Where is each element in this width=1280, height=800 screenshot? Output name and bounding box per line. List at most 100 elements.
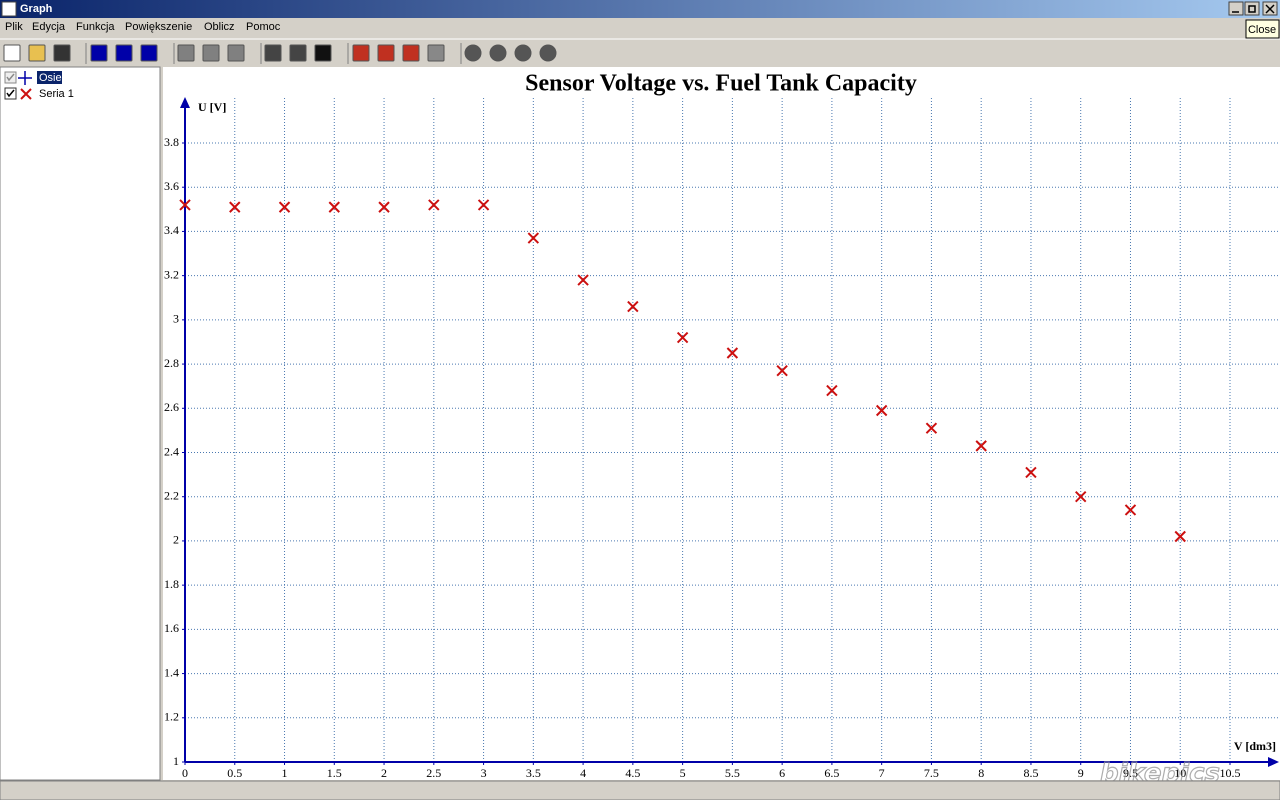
toolbar-button[interactable]	[177, 44, 195, 62]
y-tick-label: 1.8	[164, 577, 179, 591]
y-tick-label: 3	[173, 312, 179, 326]
data-point	[925, 422, 938, 434]
toolbar-button[interactable]	[464, 44, 482, 62]
tooltip	[1245, 19, 1280, 39]
toolbar-button[interactable]	[314, 44, 332, 62]
x-tick-label: 1	[282, 766, 288, 780]
chart-title: Sensor Voltage vs. Fuel Tank Capacity	[525, 71, 917, 97]
data-point	[975, 440, 987, 452]
toolbar-button[interactable]	[202, 44, 220, 62]
data-point	[378, 201, 390, 213]
toolbar-button[interactable]	[489, 44, 507, 62]
axes: 1 1.2 1.4 1.6 1.8 2 2.2 2.4 2.6 2.8 3 3.2 3.4 3.6 3.8 0…	[164, 97, 1279, 780]
menu-bar: Plik Edycja Funkcja Powiększenie Oblicz Pomoc	[5, 21, 281, 33]
toolbar-button[interactable]	[53, 44, 71, 62]
data-point	[428, 199, 440, 211]
data-point	[726, 347, 739, 359]
plot-background	[163, 67, 1280, 780]
toolbar-button[interactable]	[539, 44, 557, 62]
x-tick-label: 0	[182, 766, 188, 780]
status-bar	[0, 780, 1280, 800]
y-tick-label: 1	[173, 754, 179, 768]
x-tick-label: 6	[779, 766, 785, 780]
data-point	[776, 364, 788, 377]
y-tick-label: 1.6	[164, 621, 179, 635]
data-point	[278, 201, 291, 213]
x-tick-label: 0.5	[227, 766, 242, 780]
x-tick-label: 10.5	[1220, 766, 1241, 780]
data-point	[1124, 504, 1137, 516]
restore-button[interactable]	[1244, 1, 1260, 16]
x-tick-label: 7.5	[924, 766, 939, 780]
y-tick-label: 3.2	[164, 267, 179, 281]
y-tick-label: 2.4	[164, 444, 179, 458]
data-point	[577, 274, 589, 286]
toolbar-button[interactable]	[289, 44, 307, 62]
data-point	[676, 331, 689, 344]
data-point	[477, 199, 490, 211]
legend-marker	[20, 88, 32, 100]
toolbar-button[interactable]	[514, 44, 532, 62]
menu-item[interactable]: Oblicz	[204, 21, 235, 33]
data-point	[527, 232, 540, 244]
toolbar	[3, 43, 557, 64]
toolbar-button[interactable]	[227, 44, 245, 62]
toolbar-button[interactable]	[427, 44, 445, 62]
x-tick-label: 9	[1078, 766, 1084, 780]
data-point	[1174, 530, 1186, 543]
grid	[185, 98, 1280, 762]
x-tick-label: 5	[680, 766, 686, 780]
menu-item[interactable]: Funkcja	[76, 21, 115, 33]
window-buttons	[1228, 1, 1278, 16]
toolbar-button[interactable]	[352, 44, 370, 62]
data-point	[328, 201, 340, 213]
toolbar-button[interactable]	[28, 44, 46, 62]
y-tick-label: 1.2	[164, 710, 179, 724]
y-tick-label: 1.4	[164, 665, 179, 679]
minimize-button[interactable]	[1228, 1, 1244, 16]
window-title: Graph	[20, 3, 53, 15]
toolbar-button[interactable]	[377, 44, 395, 62]
x-axis-label: V [dm3]	[1234, 739, 1276, 753]
x-tick-label: 8.5	[1023, 766, 1038, 780]
y-tick-label: 2.8	[164, 356, 179, 370]
tree-selection	[37, 71, 62, 84]
x-tick-label: 9.5	[1123, 766, 1138, 780]
y-tick-label: 3.8	[164, 135, 179, 149]
tree-item[interactable]: Osie	[39, 72, 62, 84]
toolbar-button[interactable]	[402, 44, 420, 62]
y-tick-label: 3.4	[164, 223, 179, 237]
data-points	[179, 199, 1186, 543]
tree-panel	[0, 66, 161, 781]
menu-item[interactable]: Powiększenie	[125, 21, 192, 33]
menu-item[interactable]: Plik	[5, 21, 23, 33]
toolbar-button[interactable]	[90, 44, 108, 62]
y-tick-label: 2.6	[164, 400, 179, 414]
x-axis-arrow	[1268, 757, 1279, 767]
y-tick-label: 3.6	[164, 179, 179, 193]
x-tick-label: 4	[580, 766, 586, 780]
x-tick-label: 3.5	[526, 766, 541, 780]
toolbar-button[interactable]	[140, 44, 158, 62]
data-point	[1075, 491, 1087, 503]
legend-entry[interactable]: Seria 1	[39, 88, 74, 100]
x-tick-label: 7	[879, 766, 885, 780]
data-point	[179, 199, 191, 211]
x-tick-label: 1.5	[327, 766, 342, 780]
x-tick-label: 6.5	[824, 766, 839, 780]
y-axis-label: U [V]	[198, 100, 226, 114]
title-bar	[0, 0, 1280, 18]
data-point	[627, 300, 639, 313]
menu-item[interactable]: Edycja	[32, 21, 66, 33]
toolbar-button[interactable]	[115, 44, 133, 62]
x-tick-label: 10	[1174, 766, 1186, 780]
toolbar-button[interactable]	[3, 44, 21, 62]
data-point	[1025, 466, 1037, 479]
data-point	[229, 201, 241, 213]
menu-item[interactable]: Pomoc	[246, 21, 281, 33]
x-tick-label: 2.5	[426, 766, 441, 780]
toolbar-button[interactable]	[264, 44, 282, 62]
x-tick-label: 8	[978, 766, 984, 780]
